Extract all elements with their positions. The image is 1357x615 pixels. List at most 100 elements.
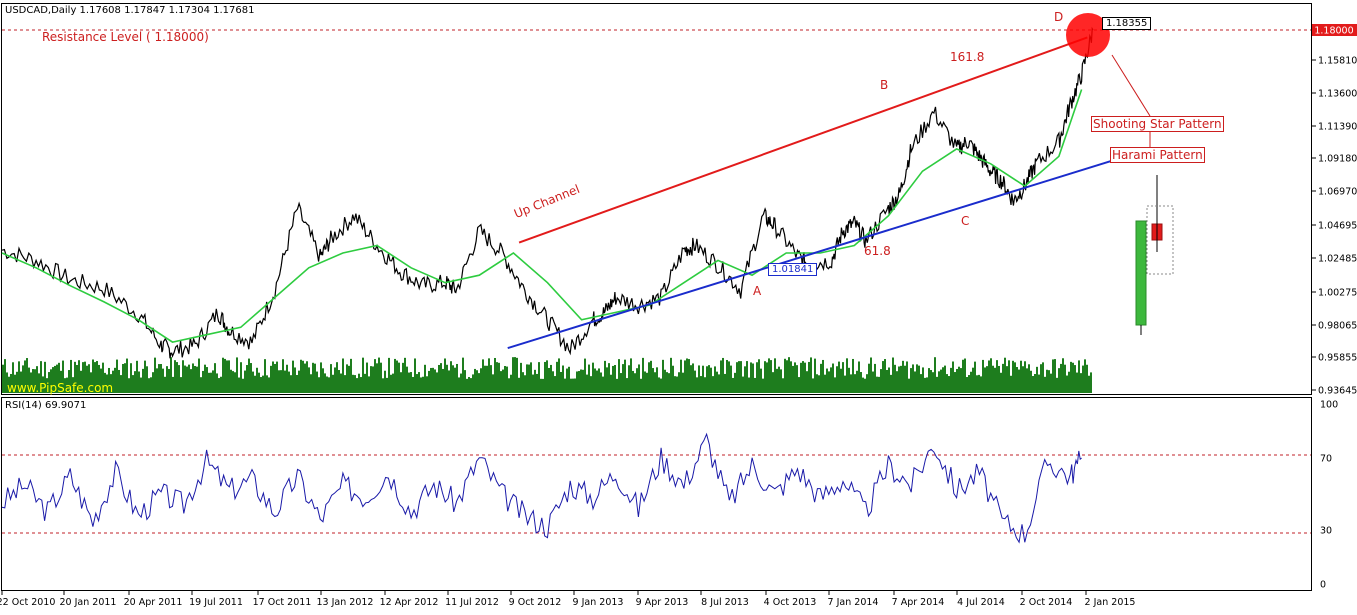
volume-bar: [714, 366, 716, 393]
volume-bar: [1014, 362, 1016, 393]
volume-bar: [232, 371, 234, 393]
volume-bar: [988, 360, 990, 393]
volume-bar: [798, 377, 800, 393]
volume-bar: [762, 378, 764, 393]
volume-bar: [472, 374, 474, 393]
volume-bar: [720, 360, 722, 393]
volume-bar: [974, 361, 976, 393]
volume-bar: [22, 365, 24, 393]
volume-bar: [1066, 375, 1068, 393]
volume-bar: [1006, 366, 1008, 393]
volume-bar: [190, 369, 192, 393]
volume-bar: [480, 368, 482, 393]
volume-bar: [398, 362, 400, 393]
harami-candle-green: [1135, 220, 1147, 326]
volume-bar: [604, 360, 606, 393]
resistance-label: Resistance Level ( 1.18000): [42, 30, 209, 44]
volume-bar: [528, 364, 530, 393]
volume-bar: [488, 358, 490, 393]
volume-bar: [24, 360, 26, 393]
volume-bar: [478, 373, 480, 393]
volume-bar: [188, 364, 190, 393]
volume-bar: [1010, 375, 1012, 393]
volume-bar: [1064, 364, 1066, 393]
volume-bar: [182, 360, 184, 393]
volume-bar: [764, 361, 766, 393]
volume-bar: [230, 369, 232, 393]
volume-bar: [282, 359, 284, 393]
volume-bar: [1012, 360, 1014, 393]
volume-bar: [104, 372, 106, 393]
volume-bar: [970, 371, 972, 393]
volume-bar: [160, 364, 162, 393]
volume-bar: [870, 357, 872, 393]
time-axis-label: 12 Apr 2012: [380, 597, 439, 608]
volume-bar: [636, 368, 638, 393]
volume-bar: [622, 364, 624, 393]
volume-bar: [66, 377, 68, 393]
volume-bar: [794, 362, 796, 393]
volume-bar: [630, 358, 632, 393]
volume-bar: [256, 367, 258, 393]
volume-bar: [672, 365, 674, 393]
volume-bar: [822, 359, 824, 393]
volume-bar: [824, 374, 826, 393]
volume-bar: [496, 362, 498, 393]
volume-bar: [286, 364, 288, 393]
volume-bar: [426, 376, 428, 393]
volume-bar: [364, 373, 366, 393]
volume-bar: [436, 372, 438, 393]
volume-bar: [960, 368, 962, 393]
volume-bar: [62, 360, 64, 393]
volume-bar: [400, 372, 402, 393]
volume-bar: [446, 364, 448, 393]
volume-bar: [986, 366, 988, 393]
volume-bar: [926, 377, 928, 393]
volume-bar: [442, 368, 444, 393]
volume-bar: [772, 372, 774, 393]
price-axis-label: 1.09180: [1318, 154, 1357, 165]
volume-bar: [552, 371, 554, 393]
volume-bar: [20, 371, 22, 393]
volume-bar: [304, 363, 306, 393]
volume-bar: [946, 374, 948, 393]
time-axis-label: 22 Oct 2010: [0, 597, 55, 608]
volume-bar: [890, 374, 892, 393]
volume-bar: [450, 361, 452, 393]
rsi-series-line: [1, 432, 1082, 544]
time-axis-label: 4 Oct 2013: [764, 597, 817, 608]
volume-bar: [612, 365, 614, 393]
volume-bar: [730, 365, 732, 393]
time-axis-label: 19 Jul 2011: [189, 597, 243, 608]
volume-bar: [4, 359, 6, 393]
volume-bar: [338, 370, 340, 393]
time-axis-label: 8 Jul 2013: [701, 597, 749, 608]
volume-bar: [170, 357, 172, 393]
volume-bar: [70, 359, 72, 393]
price-axis-label: 1.04695: [1318, 221, 1357, 232]
volume-bar: [58, 362, 60, 393]
rsi-axis-label: 70: [1320, 454, 1332, 465]
volume-bar: [738, 361, 740, 393]
volume-bar: [54, 365, 56, 393]
volume-bar: [950, 367, 952, 393]
volume-bar: [780, 369, 782, 393]
volume-bar: [784, 358, 786, 393]
volume-bar: [92, 359, 94, 393]
price-axis-label: 0.98065: [1318, 321, 1357, 332]
volume-bar: [702, 365, 704, 393]
rsi-axis-label: 100: [1320, 400, 1338, 411]
volume-bar: [362, 357, 364, 393]
volume-bar: [1050, 373, 1052, 393]
volume-bar: [690, 365, 692, 393]
volume-bar: [654, 372, 656, 393]
volume-bar: [258, 372, 260, 393]
volume-bar: [542, 378, 544, 393]
volume-bar: [930, 370, 932, 393]
volume-bar: [200, 377, 202, 393]
rsi-panel: [1, 397, 1312, 591]
volume-bar: [38, 373, 40, 393]
volume-bar: [694, 370, 696, 393]
volume-bar: [112, 370, 114, 393]
volume-bar: [186, 366, 188, 393]
